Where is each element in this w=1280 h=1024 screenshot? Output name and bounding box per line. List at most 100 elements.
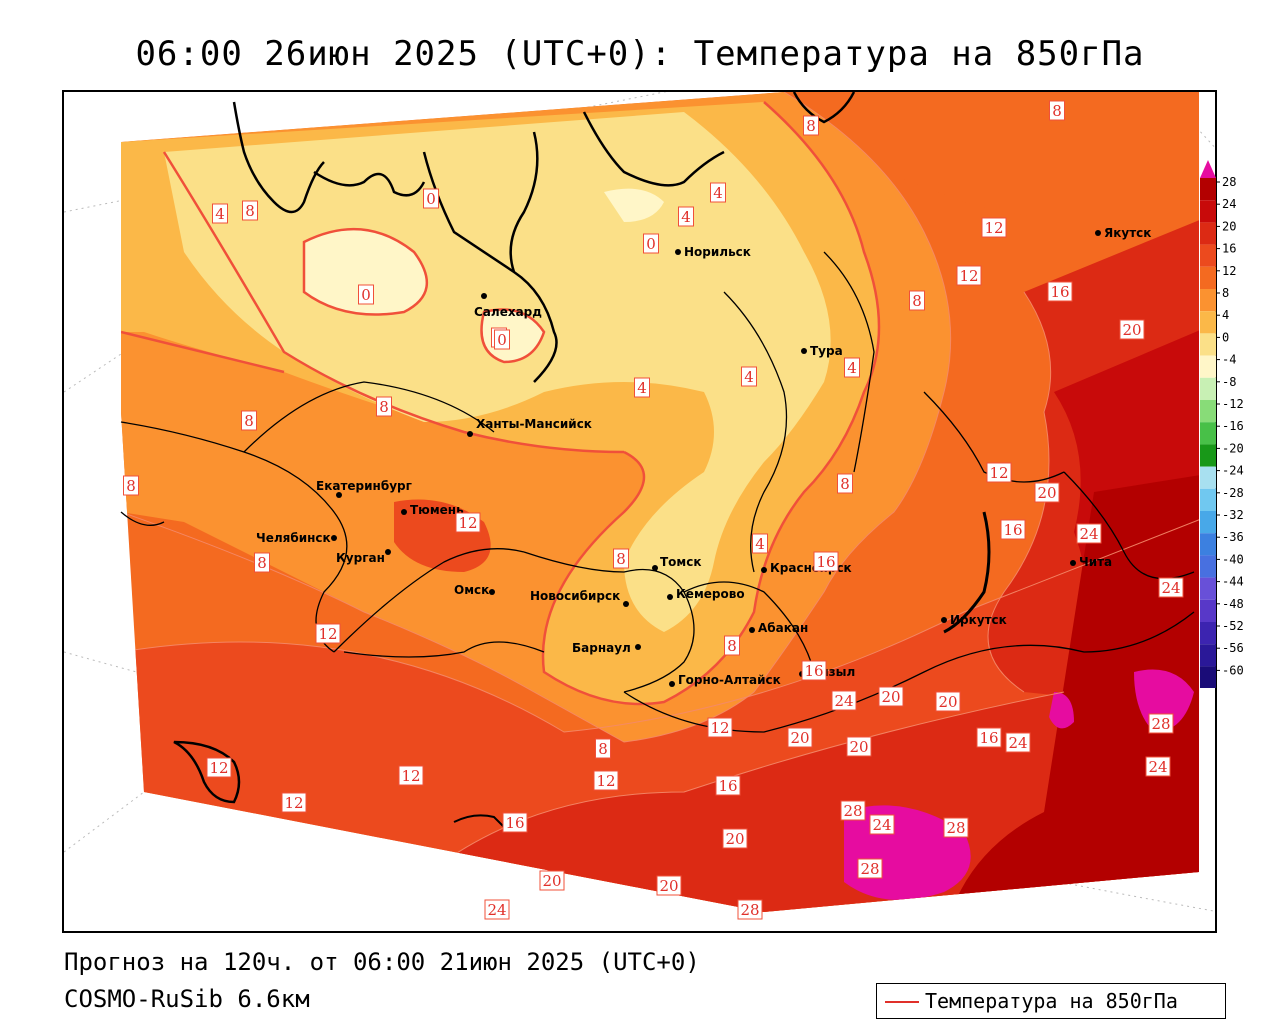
isotherm-label-box bbox=[539, 870, 565, 891]
isotherm-label-box bbox=[398, 765, 424, 786]
isotherm-label-box bbox=[909, 290, 925, 311]
isotherm-label: 4 bbox=[847, 359, 857, 377]
city-tomsk: Томск bbox=[652, 555, 702, 571]
isotherm-label-box bbox=[787, 727, 813, 748]
svg-text:Екатеринбург: Екатеринбург bbox=[316, 479, 412, 493]
isotherm-label-box bbox=[634, 377, 650, 398]
isotherm-label-box bbox=[741, 366, 757, 387]
city-salekhard: Салехард bbox=[474, 293, 542, 319]
isotherm-label: 20 bbox=[1122, 321, 1141, 339]
map-area: Якутск Норильск Салехард Тура Ханты-Манс… bbox=[62, 90, 1217, 933]
svg-text:Курган: Курган bbox=[336, 551, 385, 565]
temperature-field bbox=[121, 92, 1199, 912]
isotherm-label: 8 bbox=[598, 740, 608, 758]
scale-swatch bbox=[1200, 178, 1216, 201]
svg-text:Барнаул: Барнаул bbox=[572, 641, 631, 655]
scale-swatch bbox=[1200, 311, 1216, 334]
isotherm-label: 8 bbox=[727, 637, 737, 655]
isotherm-label-box bbox=[1119, 319, 1145, 340]
scale-swatch bbox=[1200, 622, 1216, 645]
scale-swatch bbox=[1200, 488, 1216, 511]
isotherm-label: 24 bbox=[1079, 525, 1098, 543]
scale-tick-label: -36 bbox=[1222, 530, 1244, 544]
scale-tick-label: 16 bbox=[1222, 242, 1236, 256]
isotherm-label-box bbox=[484, 899, 510, 920]
isotherm-label-box bbox=[813, 551, 839, 572]
scale-tick-label: -52 bbox=[1222, 619, 1244, 633]
svg-text:Тура: Тура bbox=[810, 344, 843, 358]
isotherm-label: 20 bbox=[725, 830, 744, 848]
isotherm-label: 24 bbox=[1161, 579, 1180, 597]
isotherm-label-box bbox=[1076, 523, 1102, 544]
model-info: COSMO-RuSib 6.6км bbox=[64, 985, 310, 1013]
isotherm-label-box bbox=[846, 736, 872, 757]
svg-text:Салехард: Салехард bbox=[474, 305, 542, 319]
isotherm-label-box bbox=[831, 690, 857, 711]
isotherm-label: 16 bbox=[1003, 521, 1022, 539]
city-irkutsk: Иркутск bbox=[941, 613, 1007, 627]
isotherm-label: 16 bbox=[804, 662, 823, 680]
isotherm-label-box bbox=[935, 691, 961, 712]
isotherm-label: 8 bbox=[616, 550, 626, 568]
isotherm-label-box bbox=[1145, 756, 1171, 777]
isotherm-label-box bbox=[857, 858, 883, 879]
isotherm-label: 8 bbox=[257, 554, 267, 572]
isotherm-label-box bbox=[212, 203, 228, 224]
temperature-map: Якутск Норильск Салехард Тура Ханты-Манс… bbox=[64, 92, 1215, 920]
isotherm-label-box bbox=[837, 473, 853, 494]
isotherm-label-box bbox=[502, 812, 528, 833]
isotherm-label: 20 bbox=[1037, 484, 1056, 502]
city-ekaterinburg: Екатеринбург bbox=[316, 479, 412, 498]
scale-swatch bbox=[1200, 644, 1216, 667]
scale-swatch bbox=[1200, 577, 1216, 600]
isotherm-label-box bbox=[1158, 577, 1184, 598]
scale-tick-label: 8 bbox=[1222, 286, 1229, 300]
isotherm-label: 24 bbox=[1148, 758, 1167, 776]
isotherm-label: 12 bbox=[596, 772, 615, 790]
map-title: 06:00 26июн 2025 (UTC+0): Температура на… bbox=[135, 34, 1145, 74]
isotherm-label-box bbox=[724, 635, 740, 656]
svg-text:Новосибирск: Новосибирск bbox=[530, 589, 620, 603]
isotherm-label-box bbox=[423, 188, 439, 209]
map-legend: Температура на 850гПа bbox=[876, 983, 1226, 1019]
isotherm-label: 12 bbox=[984, 219, 1003, 237]
isotherm-label-box bbox=[315, 623, 341, 644]
region-borders bbox=[120, 251, 1195, 733]
scale-tick-label: -56 bbox=[1222, 641, 1244, 655]
isotherm-label-box bbox=[752, 533, 768, 554]
isotherm-labels: 8881212162040004048044488848122016241288… bbox=[123, 100, 1184, 920]
isotherm-label: 20 bbox=[938, 693, 957, 711]
isotherm-label-box bbox=[1000, 519, 1026, 540]
isotherm-label-box bbox=[123, 475, 139, 496]
isotherm-label: 4 bbox=[215, 205, 225, 223]
city-khanty-mansiysk: Ханты-Мансийск bbox=[467, 417, 592, 437]
isotherm-label-box bbox=[722, 828, 748, 849]
isotherm-label: 20 bbox=[659, 877, 678, 895]
isotherm-label-box bbox=[595, 738, 611, 759]
isotherm-label-box bbox=[844, 357, 860, 378]
scale-tick-label: -20 bbox=[1222, 441, 1244, 455]
scale-swatch bbox=[1200, 400, 1216, 423]
isotherm-label-box bbox=[981, 217, 1007, 238]
isotherm-label: 0 bbox=[426, 190, 436, 208]
isotherm-label-box bbox=[710, 182, 726, 203]
isotherm-label-box bbox=[358, 284, 374, 305]
isotherm-label-box bbox=[803, 115, 819, 136]
svg-text:Абакан: Абакан bbox=[758, 621, 808, 635]
isotherm-label-box bbox=[976, 727, 1002, 748]
scale-swatch bbox=[1200, 222, 1216, 245]
city-barnaul: Барнаул bbox=[572, 641, 641, 655]
scale-tick-label: -32 bbox=[1222, 508, 1244, 522]
city-tura: Тура bbox=[801, 344, 843, 358]
coastlines bbox=[173, 92, 991, 828]
svg-text:Томск: Томск bbox=[660, 555, 702, 569]
isotherm-label: 28 bbox=[843, 802, 862, 820]
isotherm-contours bbox=[121, 101, 881, 706]
svg-text:Норильск: Норильск bbox=[684, 245, 751, 259]
city-novosibirsk: Новосибирск bbox=[530, 589, 629, 607]
scale-swatch bbox=[1200, 355, 1216, 378]
isotherm-label-box bbox=[801, 660, 827, 681]
city-kurgan: Курган bbox=[336, 549, 391, 565]
isotherm-label: 12 bbox=[989, 464, 1008, 482]
isotherm-label-box bbox=[715, 775, 741, 796]
